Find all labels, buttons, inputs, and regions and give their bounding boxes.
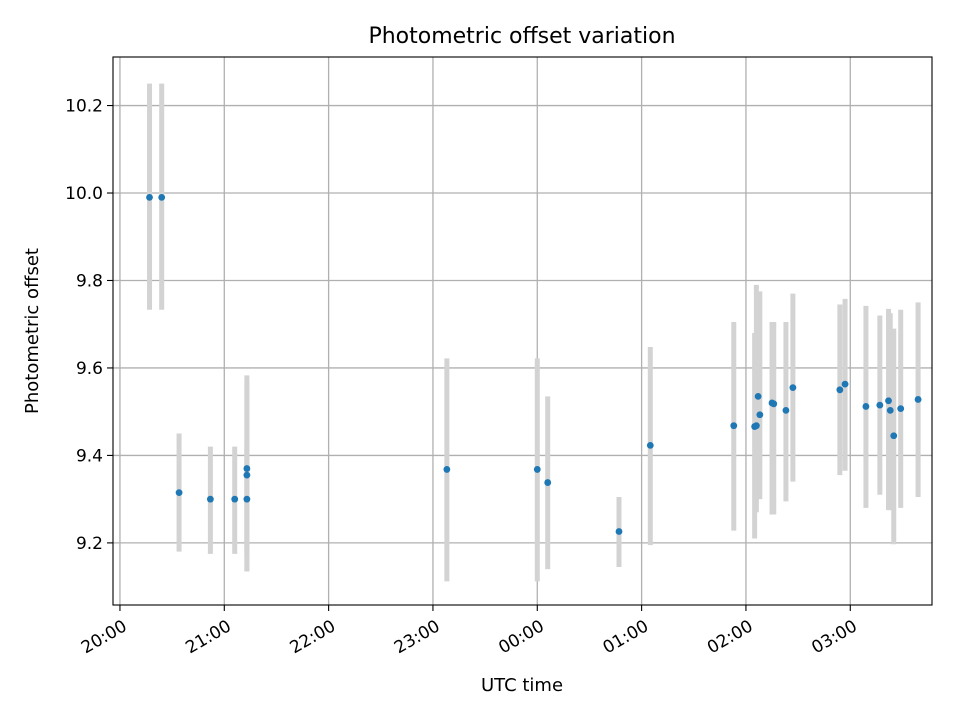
data-point — [886, 406, 894, 414]
chart-title: Photometric offset variation — [368, 24, 675, 49]
data-point — [243, 471, 251, 479]
data-point — [782, 406, 790, 414]
data-point — [243, 465, 251, 472]
data-point — [752, 422, 760, 430]
point-layer — [146, 193, 922, 535]
data-point — [754, 392, 762, 400]
y-tick-label: 9.8 — [76, 271, 103, 291]
y-tick-label: 9.6 — [76, 359, 103, 379]
data-point — [914, 396, 922, 403]
data-point — [615, 528, 623, 535]
data-point — [533, 466, 541, 473]
data-point — [231, 495, 239, 503]
data-point — [789, 384, 797, 392]
data-point — [876, 401, 884, 409]
data-point — [158, 193, 166, 201]
plot-frame — [112, 56, 933, 606]
data-point — [175, 489, 183, 497]
y-axis-label: Photometric offset — [22, 248, 43, 414]
data-point — [206, 495, 214, 503]
data-point — [544, 479, 552, 486]
data-point — [756, 411, 764, 419]
data-point — [841, 380, 849, 388]
data-point — [146, 193, 153, 201]
y-tick-label: 9.2 — [76, 534, 103, 554]
data-point — [646, 441, 654, 449]
x-axis-label: UTC time — [481, 675, 563, 696]
data-point — [862, 403, 870, 410]
y-tick-label: 10.2 — [65, 97, 103, 117]
data-point — [890, 432, 898, 440]
grid-layer — [113, 57, 932, 605]
data-point — [836, 386, 844, 394]
data-point — [885, 397, 892, 405]
data-point — [243, 495, 251, 503]
data-point — [443, 466, 451, 473]
y-tick-label: 9.4 — [76, 446, 103, 466]
data-point — [770, 400, 778, 408]
data-point — [897, 405, 905, 413]
data-point — [730, 422, 738, 430]
y-tick-label: 10.0 — [65, 184, 103, 204]
